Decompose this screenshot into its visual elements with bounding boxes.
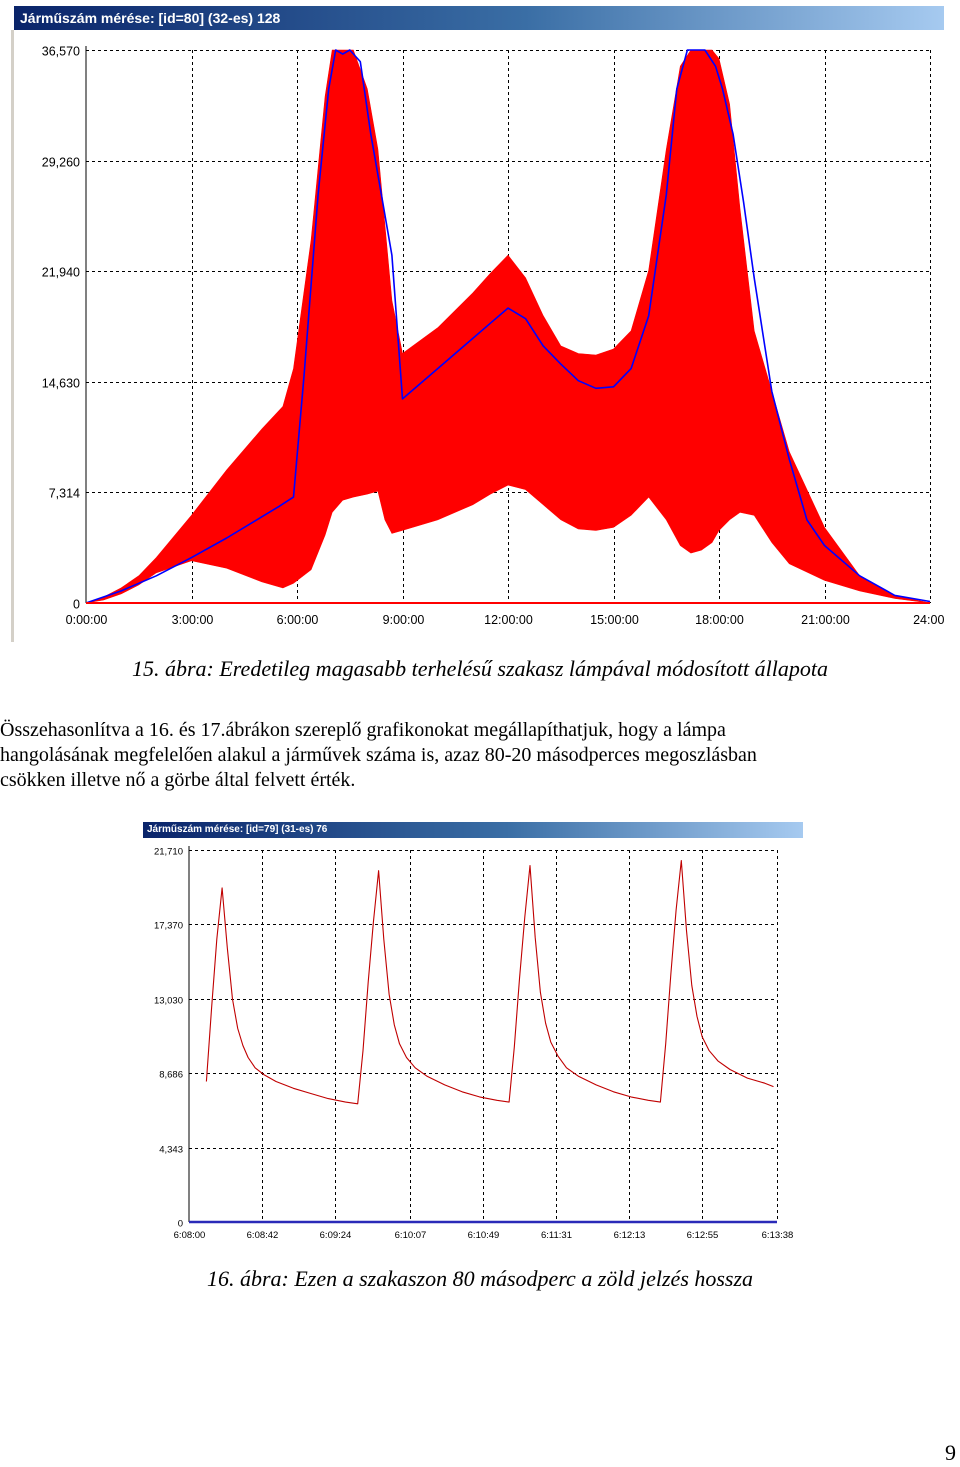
y-tick-label: 13,030 bbox=[154, 996, 183, 1007]
y-tick-label: 14,630 bbox=[42, 377, 80, 391]
x-tick-label: 6:08:42 bbox=[247, 1230, 279, 1241]
y-tick-label: 0 bbox=[73, 598, 80, 612]
figure-16-caption: 16. ábra: Ezen a szakaszon 80 másodperc … bbox=[206, 1266, 754, 1291]
x-tick-label: 12:00:00 bbox=[484, 613, 533, 627]
y-tick-label: 17,370 bbox=[154, 921, 183, 932]
paragraph-line-2: hangolásának megfelelően alakul a járműv… bbox=[0, 744, 757, 766]
paragraph-line-1: Összehasonlítva a 16. és 17.ábrákon szer… bbox=[0, 719, 726, 741]
x-tick-label: 15:00:00 bbox=[590, 613, 639, 627]
series-line-2 bbox=[85, 49, 931, 604]
series-line-1 bbox=[205, 859, 774, 1105]
paragraph-line-3: csökken illetve nő a görbe által felvett… bbox=[0, 769, 356, 791]
window-left-border bbox=[11, 30, 14, 642]
x-tick-label: 21:00:00 bbox=[801, 613, 850, 627]
x-tick-label: 6:08:00 bbox=[174, 1230, 206, 1241]
y-tick-label: 8,686 bbox=[159, 1070, 183, 1081]
y-tick-label: 0 bbox=[178, 1219, 183, 1230]
vehicle-count-chart-id80: 0 7,314 14,630 21,940 29,260 36,570 0:00:00 3:0… bbox=[42, 45, 944, 628]
x-tick-label: 6:10:49 bbox=[468, 1230, 500, 1241]
x-tick-label: 18:00:00 bbox=[695, 613, 744, 627]
y-tick-label: 29,260 bbox=[42, 156, 80, 170]
vehicle-count-chart-id79: 0 4,343 8,686 13,030 17,370 21,710 6:08:00 6:08… bbox=[154, 846, 794, 1241]
y-tick-label: 36,570 bbox=[42, 45, 80, 59]
x-tick-label: 6:09:24 bbox=[320, 1230, 352, 1241]
x-tick-label: 6:12:55 bbox=[687, 1230, 719, 1241]
x-tick-label: 24:00: bbox=[913, 613, 944, 627]
x-tick-label: 6:12:13 bbox=[614, 1230, 646, 1241]
x-tick-label: 3:00:00 bbox=[172, 613, 214, 627]
x-tick-label: 6:13:38 bbox=[762, 1230, 794, 1241]
page-number: 9 bbox=[945, 1440, 956, 1465]
y-tick-label: 7,314 bbox=[49, 487, 80, 501]
x-tick-label: 6:00:00 bbox=[277, 613, 319, 627]
y-tick-label: 21,940 bbox=[42, 266, 80, 280]
x-tick-label: 6:10:07 bbox=[395, 1230, 427, 1241]
chart-window-title: Járműszám mérése: [id=80] (32-es) 128 bbox=[14, 6, 944, 30]
x-tick-label: 9:00:00 bbox=[383, 613, 425, 627]
chart-window-id79: Járműszám mérése: [id=79] (31-es) 76 0 4,… bbox=[143, 822, 803, 1252]
body-paragraph: Összehasonlítva a 16. és 17.ábrákon szer… bbox=[0, 718, 960, 793]
y-tick-label: 4,343 bbox=[159, 1145, 183, 1156]
y-tick-label: 21,710 bbox=[154, 847, 183, 858]
chart-window-id80: Járműszám mérése: [id=80] (32-es) 128 0 7… bbox=[11, 6, 944, 642]
chart-window-title: Járműszám mérése: [id=79] (31-es) 76 bbox=[143, 822, 803, 838]
x-tick-label: 6:11:31 bbox=[541, 1230, 572, 1241]
figure-15-caption: 15. ábra: Eredetileg magasabb terhelésű … bbox=[131, 656, 829, 681]
x-tick-label: 0:00:00 bbox=[66, 613, 108, 627]
